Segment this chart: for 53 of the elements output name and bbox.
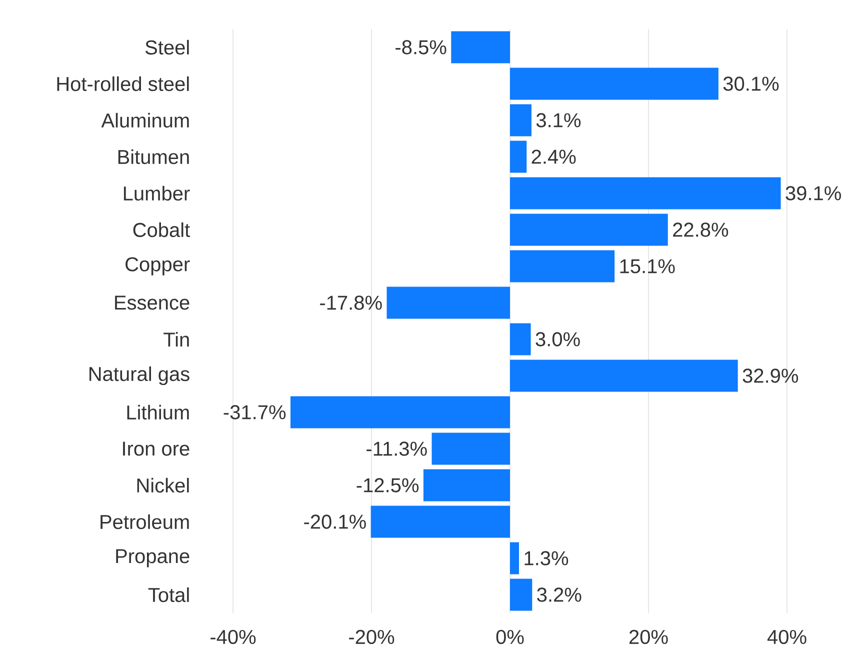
bar xyxy=(432,432,510,465)
y-tick-label: Hot-rolled steel xyxy=(57,76,189,92)
y-tick-label: Natural gas xyxy=(90,366,190,386)
data-label: 30.1% xyxy=(723,76,779,91)
bar xyxy=(510,177,781,210)
data-label: -17.8% xyxy=(320,296,382,310)
bar xyxy=(510,360,738,392)
y-tick-label: Copper xyxy=(126,257,190,276)
data-label: 32.9% xyxy=(742,368,798,383)
y-tick-label: Steel xyxy=(145,40,189,55)
data-label: 3.2% xyxy=(537,588,582,602)
bar xyxy=(510,542,519,574)
data-label: 39.1% xyxy=(786,186,841,200)
bar xyxy=(510,578,532,611)
data-label: 1.3% xyxy=(524,551,568,566)
x-tick-label: 40% xyxy=(767,630,806,644)
bar xyxy=(451,31,510,64)
y-tick-label: Lumber xyxy=(124,186,190,201)
y-tick-label: Bitumen xyxy=(118,149,189,164)
x-tick-label: 20% xyxy=(629,630,668,644)
data-label: 22.8% xyxy=(673,222,728,237)
y-tick-label: Propane xyxy=(116,549,190,568)
bar xyxy=(423,469,510,502)
bar xyxy=(510,250,615,282)
y-tick-label: Cobalt xyxy=(133,222,190,238)
x-tick-label: -20% xyxy=(349,630,394,644)
bar xyxy=(386,286,510,319)
data-label: -20.1% xyxy=(304,514,366,529)
data-label: -12.5% xyxy=(356,478,419,492)
bar xyxy=(290,396,510,428)
bar xyxy=(510,323,531,356)
bar xyxy=(510,104,532,136)
data-label: 2.4% xyxy=(532,150,576,164)
data-label: 3.1% xyxy=(536,113,581,128)
x-tick-label: -40% xyxy=(210,630,256,644)
data-label: -31.7% xyxy=(224,405,286,420)
y-tick-label: Nickel xyxy=(137,478,189,493)
bar xyxy=(370,506,510,538)
bar xyxy=(510,68,718,100)
data-label: 15.1% xyxy=(620,259,675,274)
data-label: -11.3% xyxy=(366,442,427,456)
y-tick-label: Iron ore xyxy=(123,442,190,456)
data-label: -8.5% xyxy=(396,40,446,54)
y-tick-label: Lithium xyxy=(127,404,189,420)
y-tick-label: Tin xyxy=(164,332,189,346)
x-tick-label: 0% xyxy=(496,630,524,644)
y-tick-label: Essence xyxy=(115,296,190,310)
y-tick-label: Petroleum xyxy=(100,514,189,530)
y-tick-label: Total xyxy=(148,587,189,602)
bar xyxy=(510,140,527,173)
data-label: 3.0% xyxy=(536,332,580,346)
y-tick-label: Aluminum xyxy=(101,112,189,128)
bar xyxy=(510,214,668,246)
